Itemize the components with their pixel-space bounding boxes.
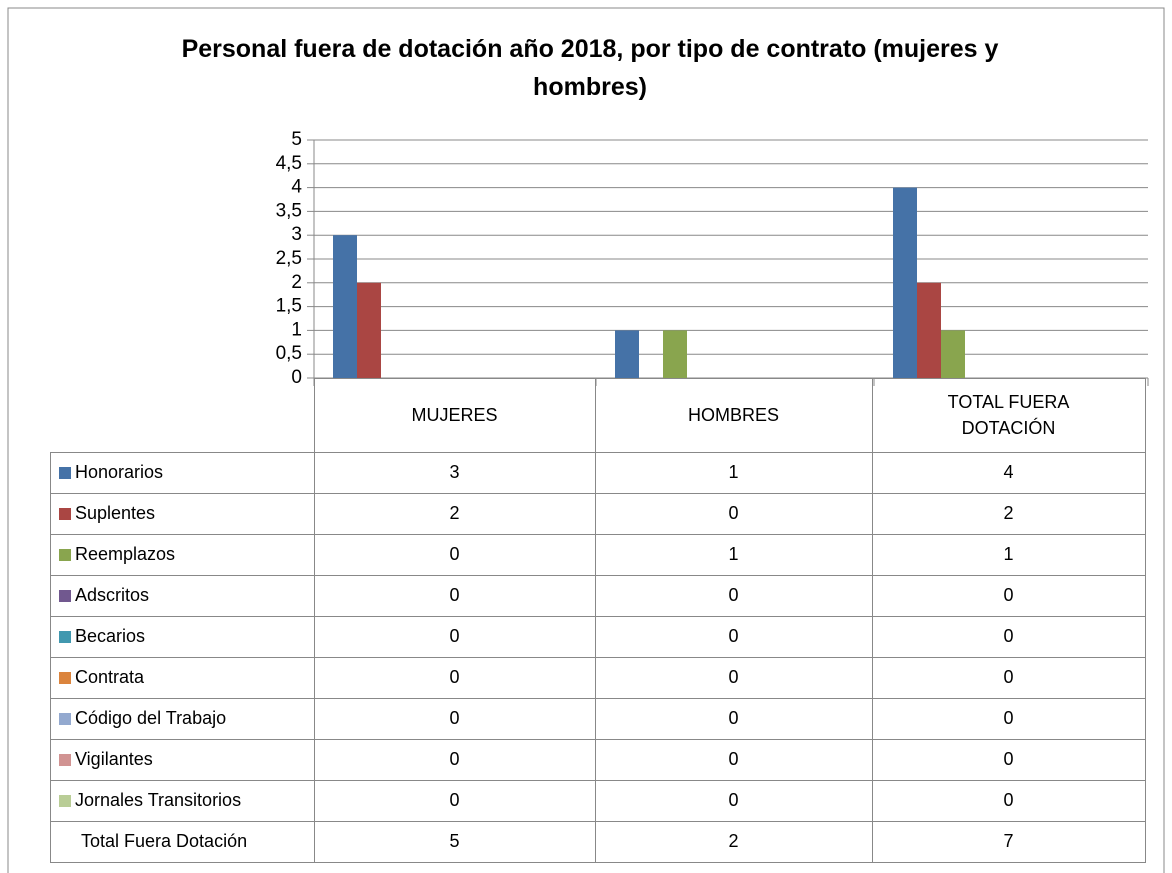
value-cell: 4 [871,451,1146,494]
value-cell: 0 [871,779,1146,822]
blank-cell [50,378,315,453]
chart-title: Personal fuera de dotación año 2018, por… [181,35,999,101]
y-tick-label: 4,5 [276,153,302,174]
y-tick-label: 2 [291,272,302,293]
y-tick-label: 1 [291,319,302,340]
legend-key [59,590,71,602]
legend-cell: Reemplazos [50,533,315,576]
legend-key [59,467,71,479]
chart-frame [7,7,1165,873]
bar [917,282,941,378]
legend-label: Jornales Transitorios [75,790,242,810]
y-tick-label: 0 [291,367,302,388]
value-cell: 1 [594,451,873,494]
legend-key [59,754,71,766]
table-row: Adscritos 0 0 0 [50,574,1146,617]
y-tick-label: 1,5 [276,296,302,317]
value-cell: 2 [313,492,596,535]
value-cell: 0 [313,574,596,617]
legend-label: Suplentes [75,503,156,523]
y-tick-label: 4 [291,177,302,198]
value-cell: 1 [871,533,1146,576]
y-tick-label: 3 [291,224,302,245]
legend-key [59,549,71,561]
value-cell: 3 [313,451,596,494]
value-cell: 0 [313,697,596,740]
legend-key [59,631,71,643]
value-cell: 0 [313,533,596,576]
value-cell: 2 [871,492,1146,535]
category-label: MUJERES [313,378,596,453]
value-cell: 0 [594,574,873,617]
legend-key [59,795,71,807]
table-row: Reemplazos 0 1 1 [50,533,1146,576]
table-row: Código del Trabajo 0 0 0 [50,697,1146,740]
y-tick-label: 0,5 [276,343,302,364]
value-cell: 0 [871,574,1146,617]
legend-key [59,672,71,684]
value-cell: 0 [594,492,873,535]
total-label: Total Fuera Dotación [50,820,315,863]
legend-label: Becarios [75,626,146,646]
legend-label: Contrata [75,667,145,687]
category-label: TOTAL FUERA DOTACIÓN [871,378,1146,453]
table-row: Honorarios 3 1 4 [50,451,1146,494]
legend-cell: Vigilantes [50,738,315,781]
legend-key [59,508,71,520]
y-tick-label: 5 [291,129,302,150]
legend-key [59,713,71,725]
value-cell: 0 [871,738,1146,781]
table-row: Becarios 0 0 0 [50,615,1146,658]
value-cell: 0 [313,779,596,822]
value-cell: 0 [594,779,873,822]
value-cell: 0 [871,656,1146,699]
legend-label: Adscritos [75,585,150,605]
value-cell: 0 [313,738,596,781]
total-cell: 5 [313,820,596,863]
legend-label: Reemplazos [75,544,176,564]
value-cell: 0 [594,697,873,740]
bar [663,330,687,378]
legend-cell: Adscritos [50,574,315,617]
value-cell: 0 [594,615,873,658]
value-cell: 0 [594,656,873,699]
bar [333,235,357,378]
total-cell: 2 [594,820,873,863]
total-row: Total Fuera Dotación 5 2 7 [50,820,1146,863]
value-cell: 0 [871,697,1146,740]
bar [941,330,965,378]
value-cell: 0 [594,738,873,781]
legend-cell: Jornales Transitorios [50,779,315,822]
y-tick-label: 2,5 [276,248,302,269]
table-row: Vigilantes 0 0 0 [50,738,1146,781]
bar [615,330,639,378]
table-row: Suplentes 2 0 2 [50,492,1146,535]
header-row: MUJERES HOMBRES TOTAL FUERA DOTACIÓN [50,378,1146,453]
legend-cell: Código del Trabajo [50,697,315,740]
legend-label: Vigilantes [75,749,153,769]
table-row: Jornales Transitorios 0 0 0 [50,779,1146,822]
legend-label: Honorarios [75,462,164,482]
legend-cell: Honorarios [50,451,315,494]
total-cell: 7 [871,820,1146,863]
legend-cell: Suplentes [50,492,315,535]
value-cell: 1 [594,533,873,576]
category-label: HOMBRES [594,378,873,453]
legend-label: Código del Trabajo [75,708,227,728]
value-cell: 0 [313,656,596,699]
table-row: Contrata 0 0 0 [50,656,1146,699]
legend-cell: Contrata [50,656,315,699]
value-cell: 0 [871,615,1146,658]
legend-cell: Becarios [50,615,315,658]
plot-area: 0 0,5 11,5 2 2,5 3 3,54 4,5 5 [276,129,1149,388]
bar [357,282,381,378]
bar [893,187,917,378]
y-tick-label: 3,5 [276,200,302,221]
value-cell: 0 [313,615,596,658]
data-table: MUJERES HOMBRES TOTAL FUERA DOTACIÓN Honora… [50,378,1146,863]
